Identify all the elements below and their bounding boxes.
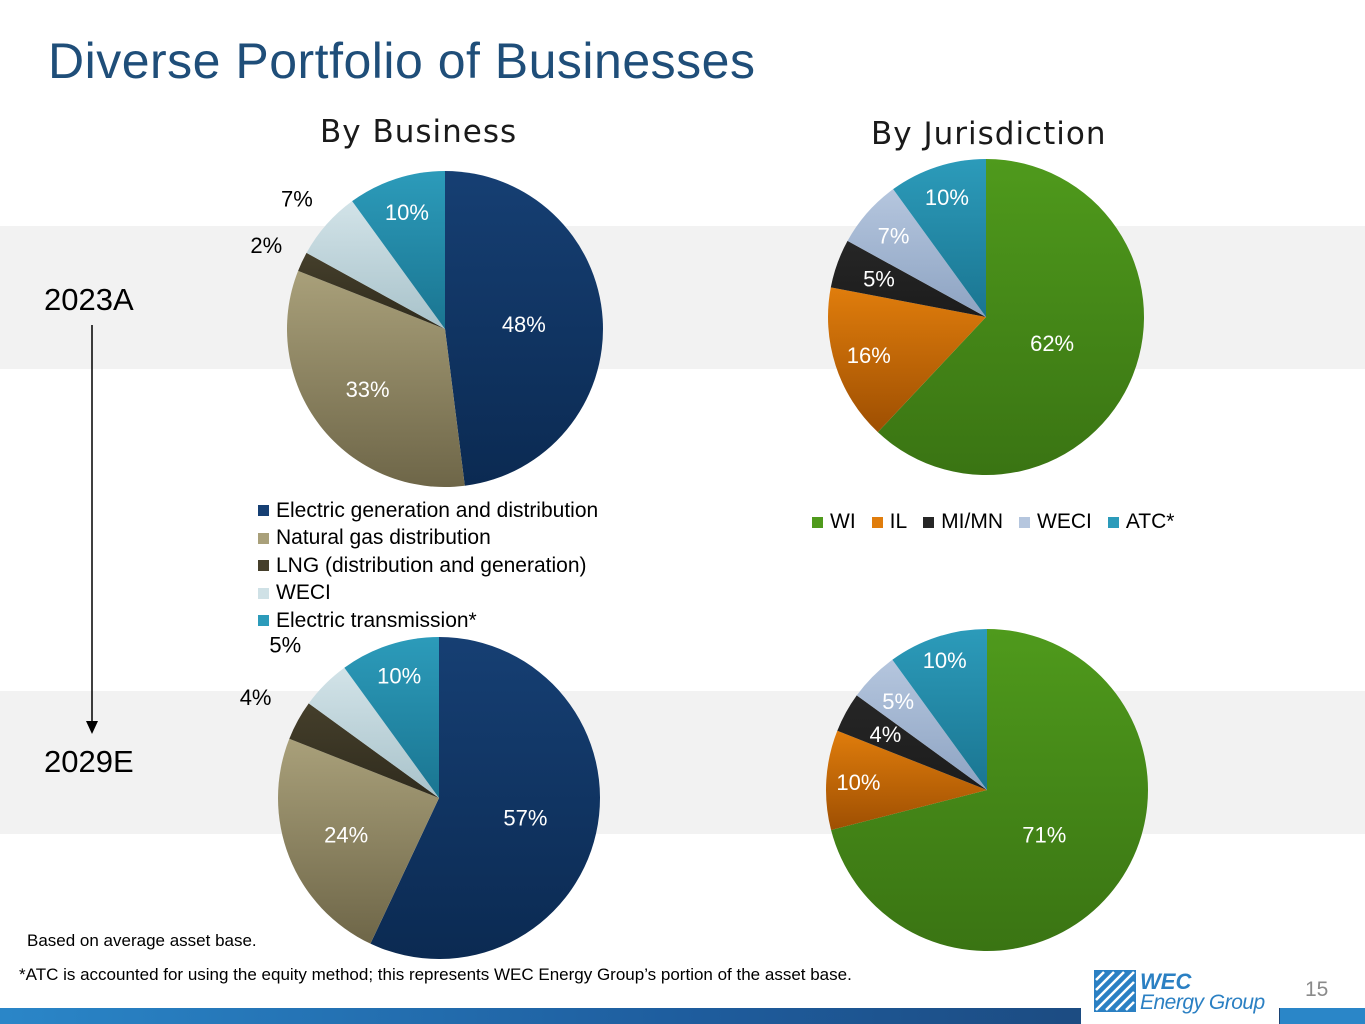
pie-data-label: 2% [250, 233, 282, 258]
pie-data-label: 5% [882, 689, 914, 714]
pie-slice [837, 695, 987, 790]
footnote-atc: *ATC is accounted for using the equity m… [19, 965, 852, 984]
pie-slice [847, 189, 986, 317]
pie-slice [893, 159, 986, 317]
pie-data-label: 62% [1030, 331, 1074, 356]
pie-data-label: 5% [863, 266, 895, 291]
timeline-arrow [86, 325, 98, 734]
company-logo: WEC Energy Group [1081, 962, 1279, 1024]
pie-data-label: 48% [502, 312, 546, 337]
pie-slices-layer [277, 159, 1149, 959]
pie-slice [370, 637, 600, 959]
pie-labels-layer: 48% 33% 2% 7% 10% 57% 24% 4% 5% 10% 62% 16% 5% 7% 10% 7… [240, 185, 1074, 848]
legend-by-business: Electric generation and distribution Nat… [258, 497, 598, 635]
pie-slice [831, 629, 1149, 952]
page-number: 15 [1305, 978, 1329, 1001]
logo-text: Energy Group [1140, 991, 1265, 1014]
pie-data-label: 10% [377, 664, 421, 689]
pie-slice [445, 171, 604, 486]
legend-item: Electric generation and distribution [258, 497, 598, 525]
pie-slice [289, 703, 439, 798]
pie-slice [825, 730, 987, 831]
slide-title: Diverse Portfolio of Businesses [48, 33, 756, 89]
pie-slice [830, 240, 986, 317]
legend-swatch [1019, 516, 1030, 528]
legend-label: WI [830, 510, 856, 533]
legend-label: WECI [276, 581, 331, 605]
legend-label: Electric transmission* [276, 608, 477, 632]
legend-item: LNG (distribution and generation) [258, 552, 598, 580]
legend-swatch [258, 615, 269, 627]
legend-item: WECI [1019, 510, 1092, 534]
pie-slice [344, 637, 439, 798]
pie-slice [277, 738, 439, 944]
pie-data-label: 10% [836, 770, 880, 795]
pie-data-label: 16% [847, 343, 891, 368]
pie-data-label: 10% [925, 185, 969, 210]
legend-swatch [923, 516, 935, 528]
pie-data-label: 7% [281, 186, 313, 211]
legend-item: IL [871, 510, 908, 534]
pie-data-label: 24% [324, 823, 368, 848]
legend-swatch [258, 560, 269, 572]
pie-data-label: 4% [870, 722, 902, 747]
pie-slice [287, 270, 465, 487]
legend-swatch [812, 516, 823, 528]
pie-slice [892, 629, 987, 790]
pie-slice [298, 252, 445, 329]
legend-label: WECI [1037, 510, 1092, 533]
pie-data-label: 5% [269, 632, 301, 657]
pie-slice [827, 287, 986, 433]
logo-text: WEC [1140, 969, 1192, 994]
legend-label: ATC* [1125, 510, 1175, 533]
pie-data-label: 10% [923, 648, 967, 673]
legend-swatch [258, 505, 269, 517]
logo-mark-icon [1094, 970, 1136, 1012]
legend-item: MI/MN [923, 510, 1003, 534]
legend-swatch [871, 516, 883, 528]
legend-item: Natural gas distribution [258, 525, 598, 553]
legend-by-jurisdiction: WI IL MI/MN WECI ATC* [812, 510, 1190, 534]
legend-item: ATC* [1107, 510, 1175, 534]
pie-data-label: 71% [1022, 822, 1066, 847]
pie-slice [856, 659, 987, 790]
chart-title-by-business: By Business [320, 114, 518, 150]
arrow-down-icon [86, 721, 98, 734]
legend-label: MI/MN [941, 510, 1003, 533]
legend-label: IL [889, 510, 908, 533]
pie-data-label: 33% [346, 377, 390, 402]
period-label-start: 2023A [44, 282, 134, 317]
footer-bar [0, 1008, 1365, 1024]
legend-item: Electric transmission* [258, 607, 598, 635]
legend-label: Natural gas distribution [276, 526, 491, 550]
chart-title-by-jurisdiction: By Jurisdiction [871, 116, 1107, 152]
period-label-end: 2029E [44, 744, 134, 779]
pie-slice [877, 159, 1144, 475]
pie-data-label: 10% [385, 200, 429, 225]
legend-label: Electric generation and distribution [276, 498, 599, 522]
legend-swatch [258, 532, 269, 544]
legend-item: WI [812, 510, 856, 534]
pie-slice [308, 667, 439, 798]
footnote-basis: Based on average asset base. [27, 931, 257, 950]
legend-swatch [1107, 516, 1119, 528]
legend-item: WECI [258, 580, 598, 608]
pie-slice [352, 171, 445, 329]
pie-slice [306, 201, 445, 329]
pie-data-label: 7% [878, 223, 910, 248]
legend-swatch [258, 587, 269, 599]
legend-label: LNG (distribution and generation) [276, 553, 587, 577]
pie-data-label: 4% [240, 685, 272, 710]
pie-data-label: 57% [503, 805, 547, 830]
